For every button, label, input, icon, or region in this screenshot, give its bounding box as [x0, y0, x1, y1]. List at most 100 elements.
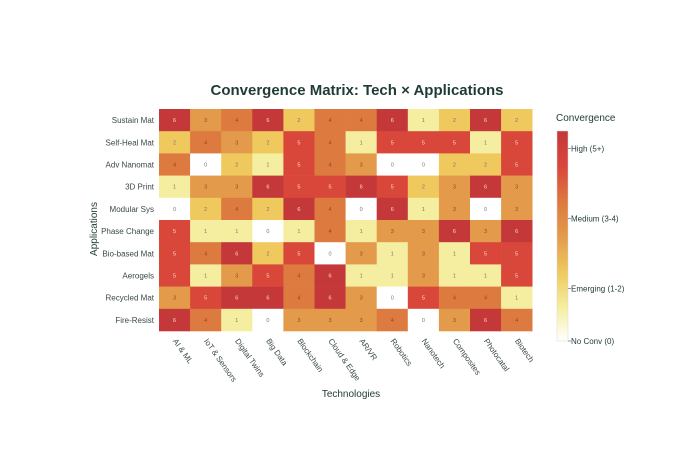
cell-modular-sys-blockchain[interactable]: [283, 197, 315, 221]
cell-bio-based-mat-biotech[interactable]: [501, 242, 533, 265]
cell-self-heal-mat-digital-twins[interactable]: [221, 131, 253, 154]
cell-3d-print-ai-ml[interactable]: [159, 175, 191, 199]
cell-phase-change-blockchain[interactable]: [283, 220, 315, 243]
cell-sustain-mat-photocatal[interactable]: [470, 109, 502, 132]
cell-fire-resist-biotech[interactable]: [501, 308, 533, 332]
cell-self-heal-mat-blockchain[interactable]: [283, 131, 315, 154]
cell-modular-sys-iot-sensors[interactable]: [190, 197, 222, 221]
cell-sustain-mat-iot-sensors[interactable]: [190, 109, 222, 132]
cell-recycled-mat-cloud-edge[interactable]: [314, 286, 346, 310]
cell-3d-print-photocatal[interactable]: [470, 175, 502, 199]
cell-phase-change-cloud-edge[interactable]: [314, 220, 346, 243]
cell-aerogels-digital-twins[interactable]: [221, 264, 253, 287]
cell-sustain-mat-digital-twins[interactable]: [221, 109, 253, 132]
cell-3d-print-iot-sensors[interactable]: [190, 175, 222, 199]
cell-bio-based-mat-iot-sensors[interactable]: [190, 242, 222, 265]
cell-aerogels-big-data[interactable]: [252, 264, 284, 287]
cell-fire-resist-robotics[interactable]: [376, 308, 409, 332]
cell-modular-sys-robotics[interactable]: [376, 197, 409, 221]
cell-adv-nanomat-iot-sensors[interactable]: [190, 153, 222, 176]
cell-self-heal-mat-iot-sensors[interactable]: [190, 131, 222, 154]
cell-adv-nanomat-photocatal[interactable]: [470, 153, 502, 176]
cell-aerogels-ar-vr[interactable]: [345, 264, 377, 287]
cell-adv-nanomat-ai-ml[interactable]: [159, 153, 191, 176]
cell-modular-sys-cloud-edge[interactable]: [314, 197, 346, 221]
cell-fire-resist-digital-twins[interactable]: [221, 308, 253, 332]
cell-phase-change-robotics[interactable]: [376, 220, 409, 243]
cell-fire-resist-ar-vr[interactable]: [345, 308, 377, 332]
cell-aerogels-iot-sensors[interactable]: [190, 264, 222, 287]
cell-self-heal-mat-nanotech[interactable]: [407, 131, 440, 154]
cell-phase-change-ai-ml[interactable]: [159, 220, 191, 243]
cell-fire-resist-iot-sensors[interactable]: [190, 308, 222, 332]
cell-3d-print-blockchain[interactable]: [283, 175, 315, 199]
cell-aerogels-ai-ml[interactable]: [159, 264, 191, 287]
cell-sustain-mat-big-data[interactable]: [252, 109, 284, 132]
cell-bio-based-mat-ai-ml[interactable]: [159, 242, 191, 265]
cell-bio-based-mat-composites[interactable]: [438, 242, 471, 265]
cell-aerogels-robotics[interactable]: [376, 264, 409, 287]
cell-adv-nanomat-robotics[interactable]: [376, 153, 409, 176]
cell-aerogels-biotech[interactable]: [501, 264, 533, 287]
cell-recycled-mat-ai-ml[interactable]: [159, 286, 191, 310]
cell-sustain-mat-ai-ml[interactable]: [159, 109, 191, 132]
cell-self-heal-mat-biotech[interactable]: [501, 131, 533, 154]
cell-self-heal-mat-robotics[interactable]: [376, 131, 409, 154]
cell-adv-nanomat-big-data[interactable]: [252, 153, 284, 176]
cell-self-heal-mat-big-data[interactable]: [252, 131, 284, 154]
cell-phase-change-composites[interactable]: [438, 220, 471, 243]
cell-bio-based-mat-big-data[interactable]: [252, 242, 284, 265]
cell-sustain-mat-composites[interactable]: [438, 109, 471, 132]
cell-recycled-mat-big-data[interactable]: [252, 286, 284, 310]
cell-adv-nanomat-cloud-edge[interactable]: [314, 153, 346, 176]
cell-recycled-mat-nanotech[interactable]: [407, 286, 440, 310]
cell-adv-nanomat-ar-vr[interactable]: [345, 153, 377, 176]
cell-fire-resist-ai-ml[interactable]: [159, 308, 191, 332]
cell-phase-change-ar-vr[interactable]: [345, 220, 377, 243]
cell-bio-based-mat-digital-twins[interactable]: [221, 242, 253, 265]
cell-fire-resist-photocatal[interactable]: [470, 308, 502, 332]
cell-recycled-mat-composites[interactable]: [438, 286, 471, 310]
cell-self-heal-mat-ai-ml[interactable]: [159, 131, 191, 154]
cell-sustain-mat-cloud-edge[interactable]: [314, 109, 346, 132]
cell-aerogels-blockchain[interactable]: [283, 264, 315, 287]
cell-3d-print-biotech[interactable]: [501, 175, 533, 199]
cell-3d-print-cloud-edge[interactable]: [314, 175, 346, 199]
cell-fire-resist-big-data[interactable]: [252, 308, 284, 332]
cell-bio-based-mat-robotics[interactable]: [376, 242, 409, 265]
cell-fire-resist-cloud-edge[interactable]: [314, 308, 346, 332]
cell-modular-sys-ai-ml[interactable]: [159, 197, 191, 221]
cell-3d-print-ar-vr[interactable]: [345, 175, 377, 199]
cell-fire-resist-nanotech[interactable]: [407, 308, 440, 332]
cell-recycled-mat-photocatal[interactable]: [470, 286, 502, 310]
cell-fire-resist-blockchain[interactable]: [283, 308, 315, 332]
cell-adv-nanomat-composites[interactable]: [438, 153, 471, 176]
cell-3d-print-digital-twins[interactable]: [221, 175, 253, 199]
cell-modular-sys-ar-vr[interactable]: [345, 197, 377, 221]
cell-bio-based-mat-nanotech[interactable]: [407, 242, 440, 265]
cell-adv-nanomat-biotech[interactable]: [501, 153, 533, 176]
cell-modular-sys-composites[interactable]: [438, 197, 471, 221]
cell-aerogels-cloud-edge[interactable]: [314, 264, 346, 287]
cell-modular-sys-biotech[interactable]: [501, 197, 533, 221]
cell-self-heal-mat-photocatal[interactable]: [470, 131, 502, 154]
cell-adv-nanomat-blockchain[interactable]: [283, 153, 315, 176]
cell-sustain-mat-ar-vr[interactable]: [345, 109, 377, 132]
cell-recycled-mat-blockchain[interactable]: [283, 286, 315, 310]
cell-3d-print-robotics[interactable]: [376, 175, 409, 199]
cell-sustain-mat-nanotech[interactable]: [407, 109, 440, 132]
cell-self-heal-mat-cloud-edge[interactable]: [314, 131, 346, 154]
cell-sustain-mat-robotics[interactable]: [376, 109, 409, 132]
cell-bio-based-mat-cloud-edge[interactable]: [314, 242, 346, 265]
cell-bio-based-mat-photocatal[interactable]: [470, 242, 502, 265]
cell-recycled-mat-biotech[interactable]: [501, 286, 533, 310]
cell-sustain-mat-biotech[interactable]: [501, 109, 533, 132]
cell-phase-change-photocatal[interactable]: [470, 220, 502, 243]
cell-modular-sys-photocatal[interactable]: [470, 197, 502, 221]
cell-sustain-mat-blockchain[interactable]: [283, 109, 315, 132]
cell-3d-print-nanotech[interactable]: [407, 175, 440, 199]
cell-recycled-mat-digital-twins[interactable]: [221, 286, 253, 310]
cell-phase-change-nanotech[interactable]: [407, 220, 440, 243]
cell-3d-print-big-data[interactable]: [252, 175, 284, 199]
cell-phase-change-digital-twins[interactable]: [221, 220, 253, 243]
